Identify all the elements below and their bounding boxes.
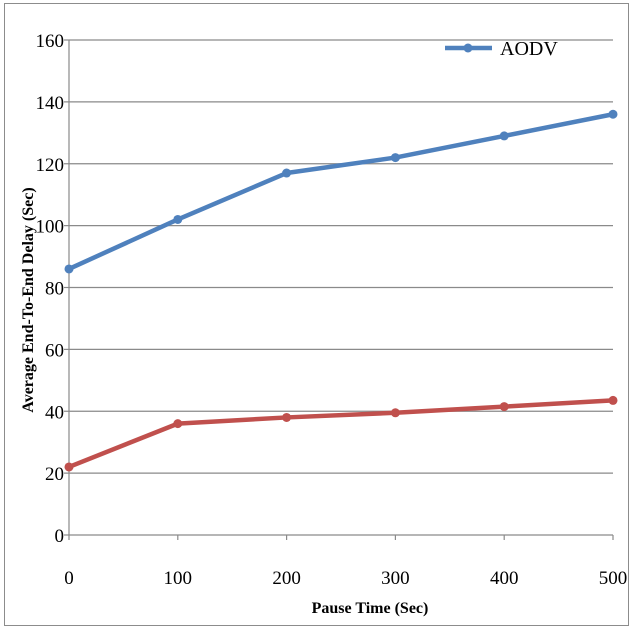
data-point	[282, 168, 292, 178]
data-point	[390, 153, 400, 163]
y-tick-label: 100	[36, 217, 65, 238]
data-point	[173, 419, 183, 429]
legend-swatch-marker	[463, 43, 473, 53]
axes	[64, 39, 614, 540]
x-tick-label: 400	[490, 568, 519, 589]
y-tick-label: 80	[45, 279, 64, 300]
y-tick-label: 0	[55, 526, 65, 547]
x-tick-label: 500	[599, 568, 628, 589]
x-tick-labels: 0 100 200 300 400 500	[64, 568, 627, 589]
x-tick-label: 200	[272, 568, 301, 589]
y-tick-labels: 0 20 40 60 80 100 120 140 160	[36, 31, 65, 547]
data-point	[608, 395, 618, 405]
series-group	[64, 109, 618, 472]
y-tick-label: 20	[45, 464, 64, 485]
legend-label: AODV	[500, 38, 558, 60]
legend: AODV	[445, 38, 558, 60]
x-tick-label: 0	[64, 568, 74, 589]
x-axis-title: Pause Time (Sec)	[312, 600, 429, 617]
data-point	[173, 214, 183, 224]
data-point	[64, 462, 74, 472]
data-point	[64, 264, 74, 274]
data-point	[282, 412, 292, 422]
chart-frame	[4, 3, 629, 626]
y-tick-label: 40	[45, 402, 64, 423]
y-tick-label: 140	[36, 93, 65, 114]
data-point	[608, 109, 618, 119]
x-tick-label: 300	[381, 568, 410, 589]
x-tick-label: 100	[164, 568, 193, 589]
y-tick-label: 120	[36, 155, 65, 176]
series-line-1	[66, 398, 616, 470]
y-tick-label: 160	[36, 31, 65, 52]
data-point	[499, 131, 509, 141]
y-axis-title: Average End-To-End Delay (Sec)	[20, 187, 37, 412]
y-tick-label: 60	[45, 340, 64, 361]
data-point	[499, 402, 509, 412]
gridlines	[69, 39, 613, 474]
series-line-0	[66, 112, 616, 272]
data-point	[390, 408, 400, 418]
